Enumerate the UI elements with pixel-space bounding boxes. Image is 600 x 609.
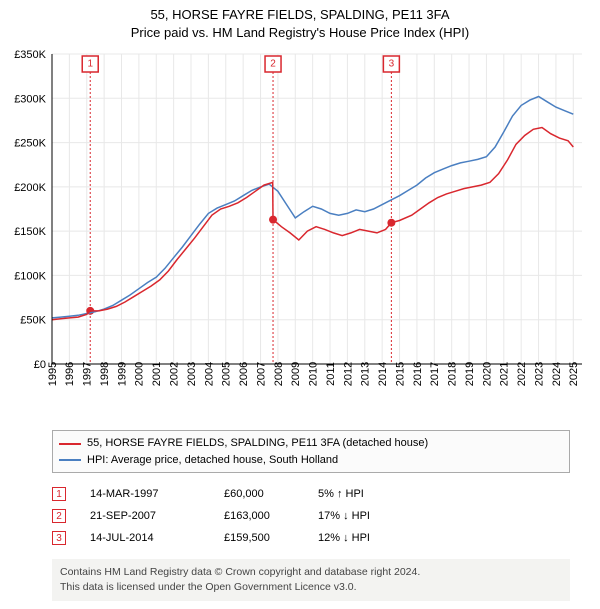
x-tick-label: 2010 — [308, 362, 320, 386]
event-delta: 12% ↓ HPI — [318, 532, 370, 544]
y-tick-label: £150K — [14, 227, 46, 239]
y-tick-label: £250K — [14, 138, 46, 150]
plot-area: £0 £50K £100K £150K £200K £250K £300K £350K 1995… — [0, 42, 600, 422]
x-tick-label: 2025 — [568, 362, 580, 386]
x-tick-label: 2001 — [151, 362, 163, 386]
legend-swatch — [59, 459, 81, 461]
event-date: 21-SEP-2007 — [90, 510, 200, 522]
legend: 55, HORSE FAYRE FIELDS, SPALDING, PE11 3… — [52, 430, 570, 473]
x-tick-label: 1995 — [47, 362, 59, 386]
plot-svg: £0 £50K £100K £150K £200K £250K £300K £350K 1995… — [0, 42, 600, 422]
event-row: 3 14-JUL-2014 £159,500 12% ↓ HPI — [52, 527, 570, 549]
x-tick-label: 2013 — [360, 362, 372, 386]
x-tick-label: 2000 — [134, 362, 146, 386]
event-row: 1 14-MAR-1997 £60,000 5% ↑ HPI — [52, 483, 570, 505]
x-tick-label: 2011 — [325, 363, 337, 387]
x-tick-label: 2008 — [273, 362, 285, 386]
y-tick-label: £50K — [20, 315, 46, 327]
title-line-2: Price paid vs. HM Land Registry's House … — [0, 24, 600, 42]
event-date: 14-JUL-2014 — [90, 532, 200, 544]
event-marker: 1 — [52, 487, 66, 501]
x-tick-label: 2018 — [447, 362, 459, 386]
x-tick-label: 2021 — [499, 362, 511, 386]
attribution-line-2: This data is licensed under the Open Gov… — [60, 580, 562, 595]
event-price: £159,500 — [224, 532, 294, 544]
y-tick-label: £100K — [14, 271, 46, 283]
x-tick-label: 2012 — [342, 362, 354, 386]
x-tick-label: 2007 — [255, 362, 267, 386]
event-delta: 17% ↓ HPI — [318, 510, 370, 522]
x-tick-label: 1999 — [116, 362, 128, 386]
titles: 55, HORSE FAYRE FIELDS, SPALDING, PE11 3… — [0, 0, 600, 42]
events-table: 1 14-MAR-1997 £60,000 5% ↑ HPI 2 21-SEP-2007 £… — [52, 483, 570, 549]
event-marker: 3 — [52, 531, 66, 545]
y-tick-label: £300K — [14, 94, 46, 106]
x-tick-label: 2019 — [464, 362, 476, 386]
x-tick-label: 2003 — [186, 362, 198, 386]
marker-number: 1 — [87, 59, 93, 70]
legend-label: 55, HORSE FAYRE FIELDS, SPALDING, PE11 3… — [87, 435, 428, 452]
x-tick-label: 2002 — [168, 362, 180, 386]
event-price: £163,000 — [224, 510, 294, 522]
x-tick-label: 2020 — [481, 362, 493, 386]
x-tick-label: 2004 — [203, 362, 215, 386]
event-price: £60,000 — [224, 488, 294, 500]
x-tick-label: 2022 — [516, 362, 528, 386]
x-tick-label: 2009 — [290, 362, 302, 386]
marker-number: 2 — [270, 59, 276, 70]
legend-row: HPI: Average price, detached house, Sout… — [59, 452, 563, 469]
legend-swatch — [59, 443, 81, 445]
x-tick-label: 1997 — [82, 362, 94, 386]
event-row: 2 21-SEP-2007 £163,000 17% ↓ HPI — [52, 505, 570, 527]
legend-label: HPI: Average price, detached house, Sout… — [87, 452, 338, 469]
y-tick-label: £200K — [14, 182, 46, 194]
x-tick-label: 2016 — [412, 362, 424, 386]
x-tick-label: 2014 — [377, 362, 389, 386]
y-tick-label: £350K — [14, 49, 46, 61]
marker-number: 3 — [389, 59, 395, 70]
x-tick-label: 1998 — [99, 362, 111, 386]
event-date: 14-MAR-1997 — [90, 488, 200, 500]
x-tick-label: 2017 — [429, 362, 441, 386]
x-tick-label: 2024 — [551, 362, 563, 386]
legend-box: 55, HORSE FAYRE FIELDS, SPALDING, PE11 3… — [52, 430, 570, 473]
event-marker: 2 — [52, 509, 66, 523]
event-delta: 5% ↑ HPI — [318, 488, 364, 500]
chart-container: 55, HORSE FAYRE FIELDS, SPALDING, PE11 3… — [0, 0, 600, 601]
x-tick-label: 2005 — [221, 362, 233, 386]
x-tick-label: 2006 — [238, 362, 250, 386]
x-tick-label: 2015 — [394, 362, 406, 386]
y-tick-label: £0 — [34, 359, 46, 371]
x-tick-label: 2023 — [533, 362, 545, 386]
legend-row: 55, HORSE FAYRE FIELDS, SPALDING, PE11 3… — [59, 435, 563, 452]
attribution: Contains HM Land Registry data © Crown c… — [52, 559, 570, 600]
x-tick-label: 1996 — [64, 362, 76, 386]
attribution-line-1: Contains HM Land Registry data © Crown c… — [60, 565, 562, 580]
title-line-1: 55, HORSE FAYRE FIELDS, SPALDING, PE11 3… — [0, 6, 600, 24]
